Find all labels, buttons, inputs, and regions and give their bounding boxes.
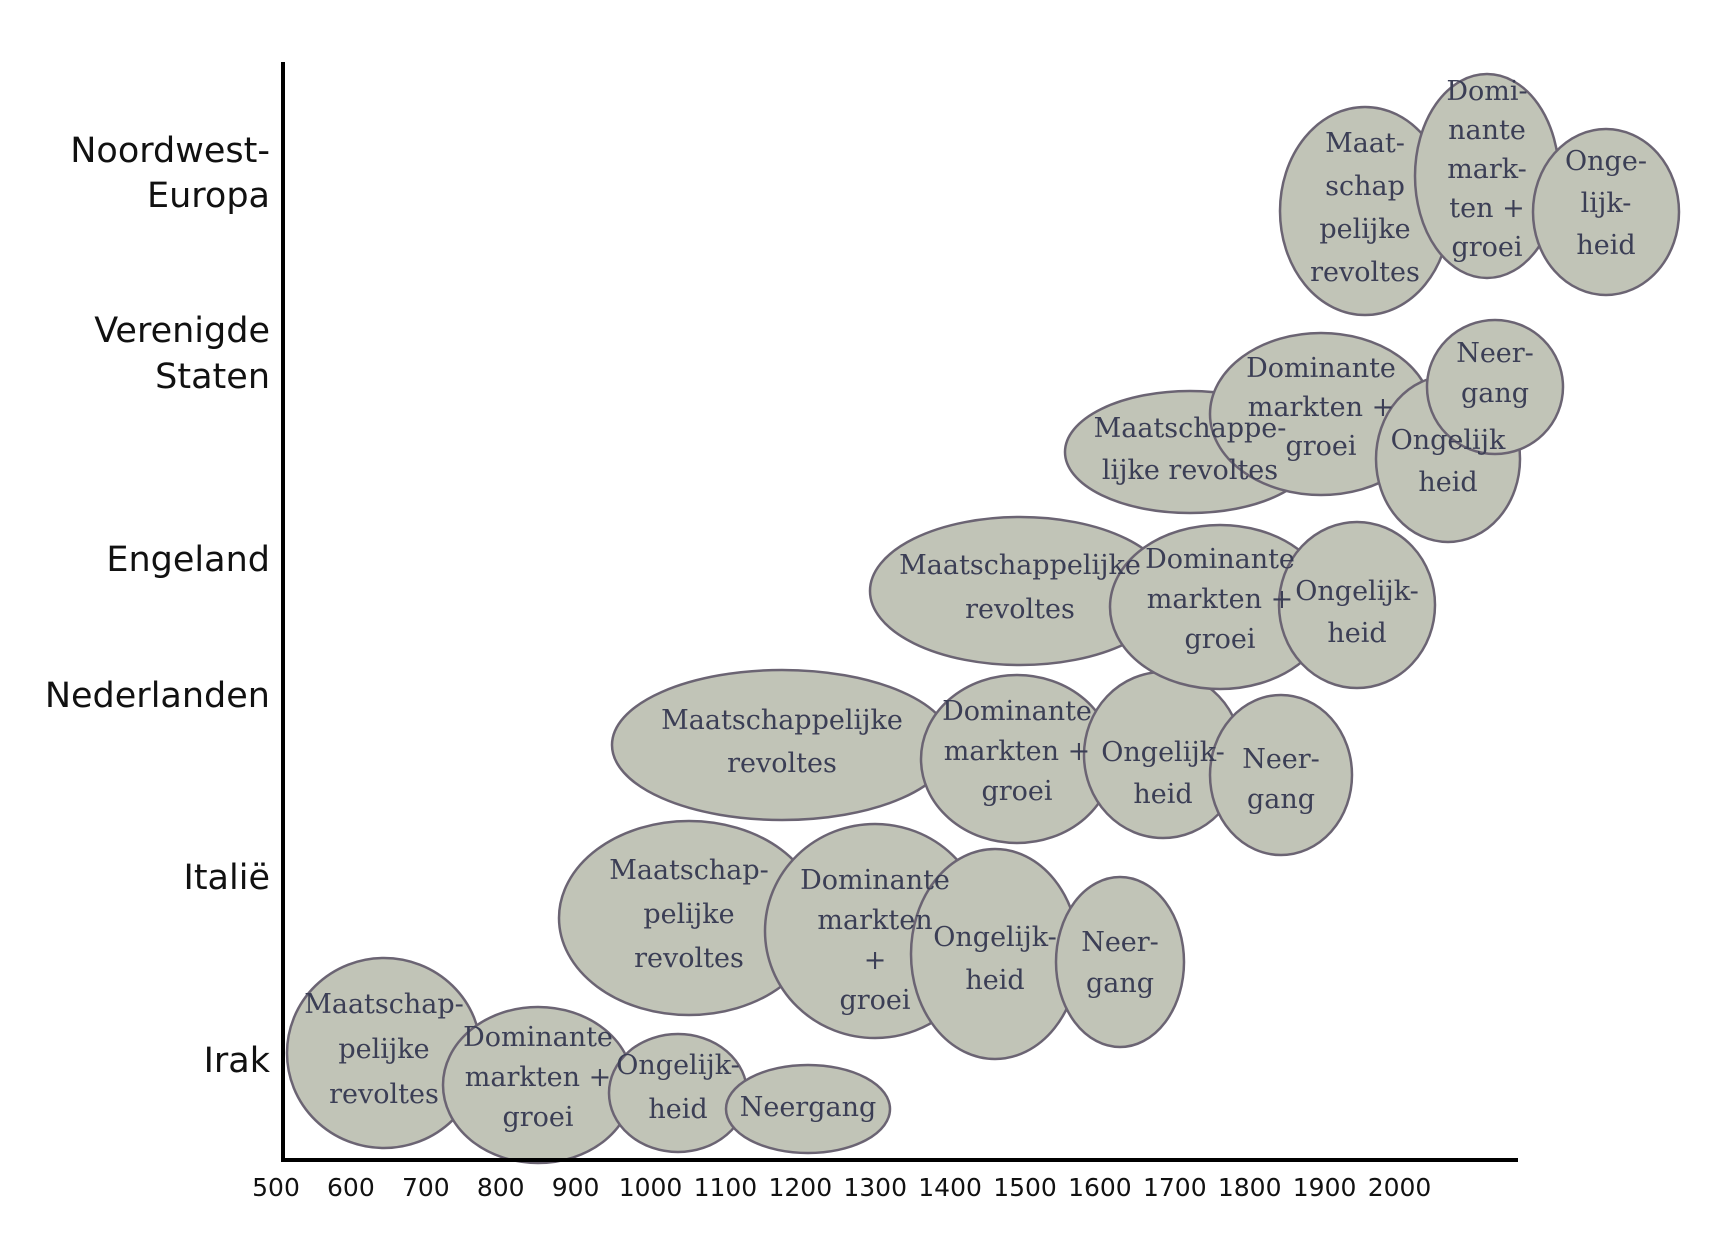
x-tick-label: 1600 [1068, 1173, 1132, 1202]
phase-label: heid [1133, 779, 1192, 810]
phase-label: nante [1448, 115, 1526, 146]
region-labels: Noordwest- Europa Verenigde Staten Engeland N… [45, 131, 271, 1081]
phase-label: mark- [1447, 154, 1527, 185]
phase-labels: Maatschap-pelijke revoltes Dominante markte… [304, 76, 1647, 1133]
phase-label: heid [1576, 230, 1635, 261]
x-tick-label: 1700 [1143, 1173, 1207, 1202]
phase-label: markten [817, 905, 932, 936]
x-tick-label: 1900 [1293, 1173, 1357, 1202]
x-tick-label: 1200 [768, 1173, 832, 1202]
region-label: Italië [184, 858, 270, 898]
phase-label: gang [1247, 784, 1315, 815]
phase-label: groei [981, 776, 1052, 807]
phase-label: heid [1418, 467, 1477, 498]
region-label: Europa [147, 176, 270, 216]
phase-label: pelijke [643, 899, 734, 930]
region-label: Verenigde [94, 311, 270, 351]
phase-label: markten + [1248, 392, 1394, 423]
x-tick-label: 900 [552, 1173, 600, 1202]
phase-label: Neer- [1081, 927, 1159, 958]
phase-label: gang [1461, 378, 1529, 409]
phase-label: heid [965, 965, 1024, 996]
phase-ellipse [1054, 875, 1186, 1049]
phase-ellipse [1277, 520, 1437, 690]
phase-label: Maatschap- [304, 989, 464, 1020]
region-label: Noordwest- [70, 131, 270, 171]
phase-label: revoltes [1310, 257, 1420, 288]
phase-label: Maatschappelijke [899, 550, 1141, 581]
phase-label: + [864, 945, 887, 976]
phase-label: revoltes [965, 594, 1075, 625]
x-tick-label: 1000 [619, 1173, 683, 1202]
phase-label: Dominante [942, 696, 1092, 727]
x-tick-label: 1100 [694, 1173, 758, 1202]
region-label: Staten [155, 357, 270, 397]
phase-label: lijke revoltes [1102, 455, 1278, 486]
phase-label: pelijke [1319, 214, 1410, 245]
x-axis-ticks: 500 600 700 800 900 1000 1100 1200 1300 1400 1500 1… [252, 1173, 1431, 1202]
phase-label: Neer- [1456, 338, 1534, 369]
phase-label: Maat- [1325, 128, 1405, 159]
phase-label: Ongelijk- [1101, 737, 1224, 768]
x-tick-label: 500 [252, 1173, 300, 1202]
phase-label: heid [1327, 618, 1386, 649]
x-tick-label: 700 [402, 1173, 450, 1202]
phase-ellipse [1425, 318, 1565, 456]
phase-label: revoltes [329, 1079, 439, 1110]
phase-label: Neergang [740, 1092, 877, 1123]
phase-label: Dominante [1145, 544, 1295, 575]
phase-label: Dominante [800, 865, 950, 896]
phase-label: lijk- [1581, 188, 1632, 219]
x-tick-label: 1300 [843, 1173, 907, 1202]
phase-label: groei [839, 985, 910, 1016]
phase-ellipse [610, 668, 954, 822]
phase-label: groei [1451, 232, 1522, 263]
phase-label: Maatschappe- [1094, 413, 1287, 444]
phase-label: Ongelijk- [616, 1050, 739, 1081]
x-tick-label: 600 [327, 1173, 375, 1202]
phase-label: pelijke [338, 1034, 429, 1065]
phase-label: Ongelijk- [933, 922, 1056, 953]
region-label: Irak [204, 1041, 271, 1081]
phase-label: Dominante [463, 1022, 613, 1053]
x-tick-label: 800 [477, 1173, 525, 1202]
phase-label: Maatschappelijke [661, 705, 903, 736]
phase-label: revoltes [727, 748, 837, 779]
phase-ellipse [1531, 127, 1681, 297]
x-tick-label: 1800 [1218, 1173, 1282, 1202]
x-tick-label: 2000 [1368, 1173, 1432, 1202]
phase-label: revoltes [634, 943, 744, 974]
region-label: Engeland [106, 540, 270, 580]
phase-label: markten + [465, 1062, 611, 1093]
phase-label: Ongelijk [1391, 425, 1506, 456]
phase-ellipse [724, 1063, 892, 1155]
phase-label: markten + [944, 736, 1090, 767]
region-label: Nederlanden [45, 676, 270, 716]
phase-label: groei [502, 1102, 573, 1133]
phase-label: heid [648, 1094, 707, 1125]
phase-label: Ongelijk- [1295, 576, 1418, 607]
phase-label: schap [1325, 171, 1405, 202]
phase-label: Domi- [1446, 76, 1527, 107]
phase-label: gang [1086, 968, 1154, 999]
phase-label: groei [1184, 624, 1255, 655]
phase-label: groei [1285, 431, 1356, 462]
phase-label: Maatschap- [609, 855, 769, 886]
phase-ellipses [285, 72, 1681, 1165]
phase-label: Neer- [1242, 744, 1320, 775]
x-tick-label: 1400 [918, 1173, 982, 1202]
phase-label: ten + [1449, 193, 1524, 224]
phase-ellipse [1208, 693, 1354, 857]
phase-label: Dominante [1246, 353, 1396, 384]
phase-label: markten + [1147, 584, 1293, 615]
phase-label: Onge- [1565, 146, 1647, 177]
x-tick-label: 1500 [993, 1173, 1057, 1202]
